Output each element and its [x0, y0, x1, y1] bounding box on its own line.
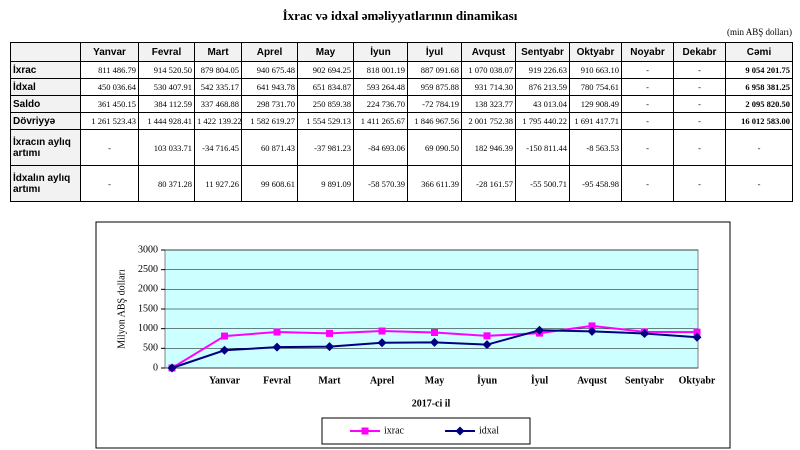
point: [692, 332, 702, 342]
row-label: Dövriyyə: [10, 112, 81, 130]
x-tick-label: Aprel: [370, 375, 394, 386]
table-row: İdxalın aylıq artımı -80 371.28 11 927.26 9…: [10, 165, 793, 202]
point: [535, 325, 544, 335]
unit: (min ABŞ dolları): [727, 27, 792, 37]
cell: 11 927.26: [194, 165, 242, 202]
y-axis-label: Milyon ABŞ dolları: [116, 269, 127, 349]
point: [220, 345, 229, 355]
cell: 80 371.28: [138, 165, 195, 202]
row-label: İxracın aylıq artımı: [10, 129, 81, 166]
point: [221, 332, 228, 340]
table-row: İdxal 450 036.64 530 407.91 542 335.17 641 9…: [10, 78, 793, 96]
cell: -37 981.23: [297, 129, 354, 166]
x-tick-label: Yanvar: [209, 375, 241, 386]
cell: 60 871.43: [241, 129, 298, 166]
point: [273, 328, 281, 336]
header-cell: İyun: [353, 42, 408, 62]
header-cell: Avqust: [461, 42, 516, 62]
cell: -: [725, 165, 793, 202]
x-tick-label: Sentyabr: [625, 375, 664, 386]
cell: -58 570.39: [353, 165, 408, 202]
x-tick-label: May: [425, 375, 444, 386]
table-row: İxrac 811 486.79 914 520.50 879 804.05 940 6…: [10, 61, 793, 79]
header-cell: Mart: [194, 42, 242, 62]
point: [693, 328, 701, 336]
legend-label: idxal: [479, 425, 499, 436]
cell: -95 458.98: [569, 165, 622, 202]
header-row: Yanvar Fevral Mart Aprel May İyun İyul Avqust Se…: [10, 42, 793, 62]
row-label: İxrac: [10, 61, 81, 79]
cell: -55 500.71: [515, 165, 570, 202]
point: [378, 327, 386, 335]
header-cell: Cəmi: [725, 42, 793, 62]
y-tick-label: 2500: [138, 264, 158, 275]
cell: 9 891.09: [297, 165, 354, 202]
x-axis-label: 2017-ci il: [412, 398, 451, 409]
point: [588, 322, 596, 330]
cell: -28 161.57: [461, 165, 516, 202]
y-tick-label: 500: [143, 343, 158, 354]
header-cell: Yanvar: [80, 42, 139, 62]
table-row: İxracın aylıq artımı -103 033.71 -34 716.4…: [10, 129, 793, 166]
point: [587, 326, 597, 336]
x-tick-label: Oktyabr: [679, 375, 716, 386]
point: [455, 426, 465, 436]
x-tick-label: Mart: [318, 375, 341, 386]
point: [430, 337, 439, 347]
y-tick-label: 3000: [138, 244, 158, 255]
header-cell: Noyabr: [621, 42, 674, 62]
cell: 103 033.71: [138, 129, 195, 166]
header-cell: Aprel: [241, 42, 298, 62]
point: [167, 363, 177, 373]
cell: -34 716.45: [194, 129, 242, 166]
point: [325, 342, 334, 352]
cell: -: [621, 129, 674, 166]
x-tick-label: Avqust: [577, 375, 607, 386]
cell: -: [673, 165, 726, 202]
x-tick-label: Fevral: [263, 375, 291, 386]
y-tick-label: 1000: [138, 323, 158, 334]
header-cell: Sentyabr: [515, 42, 570, 62]
header-cell: Oktyabr: [569, 42, 622, 62]
point: [483, 332, 491, 340]
point: [640, 329, 649, 339]
cell: 366 611.39: [407, 165, 462, 202]
y-tick-label: 1500: [138, 303, 158, 314]
point: [361, 427, 369, 435]
x-tick-label: İyul: [531, 374, 548, 386]
table: Yanvar Fevral Mart Aprel May İyun İyul Avqust Se…: [10, 42, 793, 202]
x-tick-label: İyun: [477, 374, 497, 386]
point: [482, 340, 492, 350]
title: İxrac və idxal əməliyyatlarının dinamika…: [282, 8, 518, 23]
y-tick-label: 0: [153, 362, 158, 373]
y-tick-label: 2000: [138, 284, 158, 295]
legend-label: ixrac: [384, 425, 405, 436]
point: [377, 338, 387, 348]
cell: -: [80, 129, 139, 166]
point: [431, 328, 438, 336]
point: [272, 342, 282, 352]
point: [326, 329, 333, 337]
